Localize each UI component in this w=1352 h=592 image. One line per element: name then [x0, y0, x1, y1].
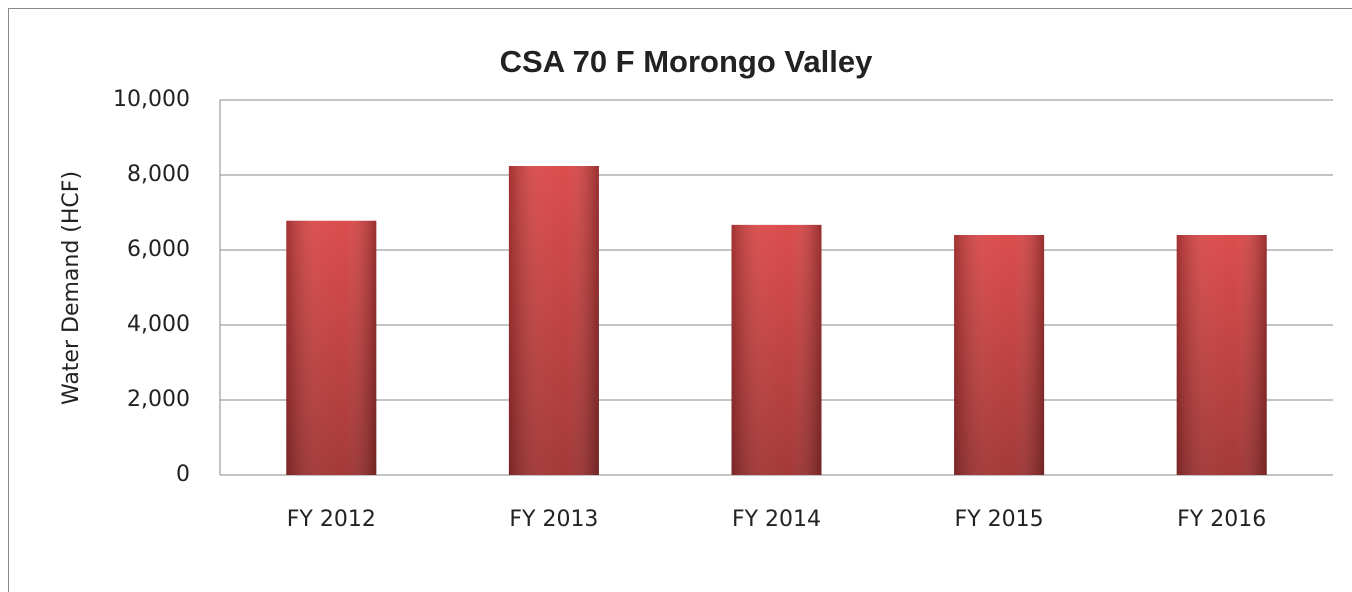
x-tick-label: FY 2014 [732, 507, 821, 532]
y-tick-label: 10,000 [113, 87, 190, 112]
chart-title: CSA 70 F Morongo Valley [500, 44, 873, 79]
y-axis-label: Water Demand (HCF) [59, 171, 84, 405]
x-tick-label: FY 2015 [955, 507, 1044, 532]
x-tick-label: FY 2012 [287, 507, 376, 532]
x-tick-label: FY 2016 [1177, 507, 1266, 532]
y-tick-label: 6,000 [127, 237, 190, 262]
bar-shade [286, 220, 377, 475]
bar-shade [508, 166, 599, 475]
y-tick-label: 2,000 [127, 387, 190, 412]
x-tick-label: FY 2013 [509, 507, 598, 532]
bar-shade [1176, 235, 1267, 475]
y-tick-label: 0 [176, 462, 190, 487]
y-tick-label: 8,000 [127, 162, 190, 187]
bar-shade [954, 235, 1045, 475]
y-tick-label: 4,000 [127, 312, 190, 337]
frame [8, 8, 1352, 592]
bar-shade [731, 224, 822, 475]
